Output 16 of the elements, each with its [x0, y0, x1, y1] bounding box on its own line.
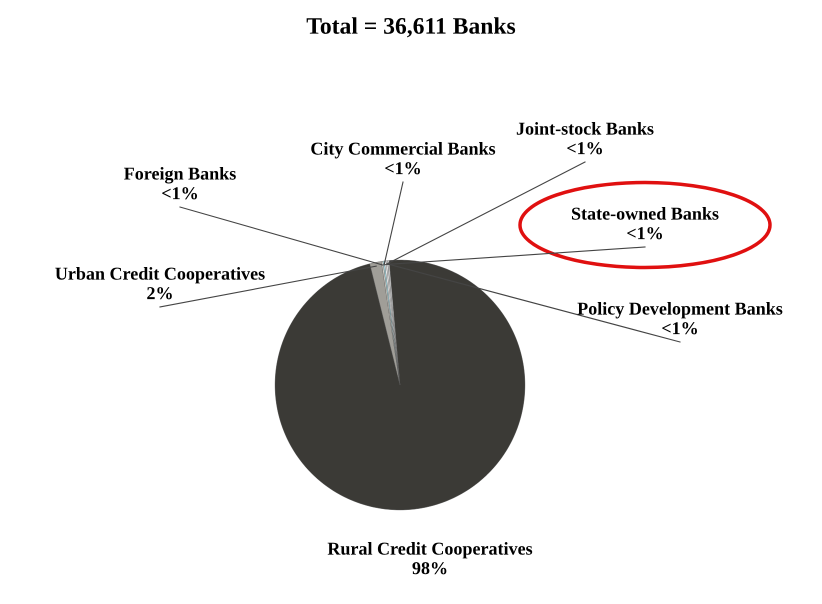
- data-label: <1%: [567, 142, 602, 154]
- slice-label: State-owned Banks: [572, 207, 719, 220]
- data-label: 98%: [412, 562, 446, 574]
- data-label: 2%: [147, 287, 172, 300]
- slice-label: City Commercial Banks: [311, 142, 496, 158]
- data-label: <1%: [627, 227, 662, 240]
- slice-label: Foreign Banks: [124, 166, 236, 184]
- chart-title: Total = 36,611 Banks: [306, 17, 516, 38]
- slice-label: Rural Credit Cooperatives: [328, 542, 532, 558]
- data-label: <1%: [385, 162, 420, 174]
- data-label: <1%: [662, 322, 697, 334]
- pie-slice: [274, 260, 526, 510]
- slice-label: Joint-stock Banks: [516, 122, 654, 135]
- data-label: <1%: [162, 187, 197, 200]
- slice-label: Policy Development Banks: [577, 302, 782, 318]
- slice-label: Urban Credit Cooperatives: [55, 267, 265, 284]
